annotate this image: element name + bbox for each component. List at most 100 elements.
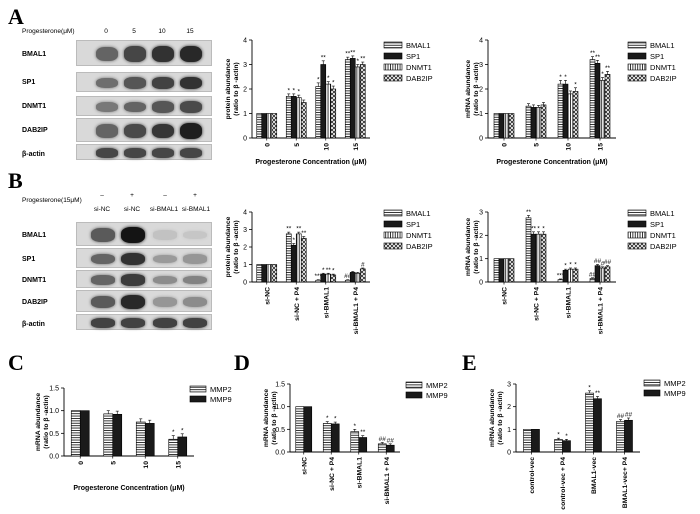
blot-band	[124, 46, 146, 62]
x-axis-label: Progesterone Concentration (μM)	[73, 485, 184, 492]
bar	[604, 266, 611, 283]
blot-band	[96, 124, 118, 138]
blot-band	[183, 275, 207, 285]
y-tick-label: 0	[507, 450, 511, 457]
bar	[349, 58, 356, 139]
y-tick-label: 2	[479, 233, 483, 240]
bar	[503, 113, 510, 139]
bar	[303, 406, 313, 453]
blot-strip	[76, 96, 212, 116]
bar	[599, 80, 606, 139]
significance-mark: *	[292, 87, 295, 94]
blot-band	[180, 101, 202, 113]
bar	[567, 268, 574, 283]
bar	[300, 237, 307, 283]
significance-mark: *	[537, 225, 540, 232]
significance-mark: *	[574, 262, 577, 269]
blot-b-sign-label: –	[100, 192, 104, 199]
legend-label: MMP9	[210, 395, 232, 404]
y-tick-label: 0.5	[275, 427, 285, 434]
legend-swatch	[383, 242, 403, 250]
x-tick-label: control-vec	[529, 457, 536, 494]
blot-band	[153, 318, 177, 328]
legend-swatch	[627, 231, 647, 239]
bar	[530, 233, 537, 283]
panel-label-c: C	[8, 350, 24, 375]
blot-band	[153, 254, 177, 264]
blot-band	[124, 123, 146, 139]
blot-b-lane-label: si-NC	[93, 206, 111, 213]
y-tick-label: 0.5	[49, 431, 59, 438]
bar	[377, 443, 387, 453]
legend-label: DNMT1	[650, 231, 676, 240]
significance-mark: **	[595, 390, 601, 397]
legend-swatch	[189, 385, 207, 393]
blot-band	[183, 254, 207, 264]
bar	[358, 437, 368, 453]
panel-label-d: D	[234, 350, 250, 375]
significance-mark: *	[569, 262, 572, 269]
bar	[315, 86, 322, 139]
legend-label: MMP2	[664, 379, 686, 388]
legend-label: DNMT1	[406, 63, 432, 72]
blot-strip	[76, 248, 212, 268]
y-tick-label: 1.5	[49, 386, 59, 393]
x-tick-label: 0	[502, 143, 509, 147]
bar	[589, 59, 596, 139]
y-tick-label: 0	[479, 136, 483, 143]
blot-band	[152, 123, 174, 139]
blot-band	[183, 296, 207, 308]
blot-band	[152, 76, 174, 89]
blot-band	[124, 77, 146, 89]
x-tick-label: si-BMAL1 + P4	[384, 457, 391, 505]
blot-strip	[76, 270, 212, 288]
x-tick-label: 15	[598, 143, 605, 151]
blot-band	[153, 275, 177, 285]
blot-b-row-label: β-actin	[22, 321, 45, 328]
western-blot-b: Progesterone(15μM) – + – + si-NC si-NC s…	[0, 170, 222, 340]
bar	[344, 279, 351, 283]
blot-b-sign-label: +	[193, 192, 197, 199]
bar	[585, 392, 594, 453]
bar	[256, 113, 263, 139]
bar	[567, 93, 574, 139]
significance-mark: **	[321, 54, 327, 61]
legend-swatch	[627, 242, 647, 250]
bar	[498, 258, 505, 283]
bar	[354, 272, 361, 283]
significance-mark: *	[588, 384, 591, 391]
significance-mark: *	[317, 76, 320, 83]
significance-mark: *	[557, 432, 560, 439]
western-blot-a: Progesterone(μM) 0 5 10 15 BMAL1 SP1 DNM…	[0, 0, 222, 170]
y-tick-label: 3	[479, 210, 483, 217]
legend-swatch	[383, 220, 403, 228]
legend-label: SP1	[650, 52, 664, 61]
chart-a-mrna-abundance: 0 1 2 3 4 mRNA abundance(ratio to β -actin) 0 5…	[465, 38, 677, 167]
y-tick-label: 1	[507, 427, 511, 434]
significance-mark: ##	[604, 259, 612, 266]
x-tick-label: 15	[353, 143, 360, 151]
legend-label: DAB2IP	[650, 74, 677, 83]
legend-label: BMAL1	[406, 41, 431, 50]
legend-label: BMAL1	[650, 41, 675, 50]
significance-mark: **	[360, 429, 366, 436]
bar	[290, 96, 297, 139]
bar	[261, 264, 268, 283]
blot-band	[183, 230, 207, 240]
bar	[599, 267, 606, 283]
x-tick-label: si-BMAL1	[356, 457, 363, 489]
x-tick-label: 15	[175, 461, 182, 469]
bar	[508, 113, 515, 139]
legend-swatch	[383, 231, 403, 239]
blot-a-lane-label: 0	[104, 28, 108, 35]
x-tick-label: 5	[534, 143, 541, 147]
significance-mark: ##	[379, 436, 387, 443]
y-tick-label: 2	[243, 87, 247, 94]
y-axis-label: mRNA abundance(ratio to β -actin)	[35, 393, 50, 452]
legend-swatch	[627, 220, 647, 228]
blot-strip	[76, 72, 212, 92]
y-tick-label: 0.0	[275, 450, 285, 457]
x-tick-label: si-BMAL1 + P4	[353, 287, 360, 335]
